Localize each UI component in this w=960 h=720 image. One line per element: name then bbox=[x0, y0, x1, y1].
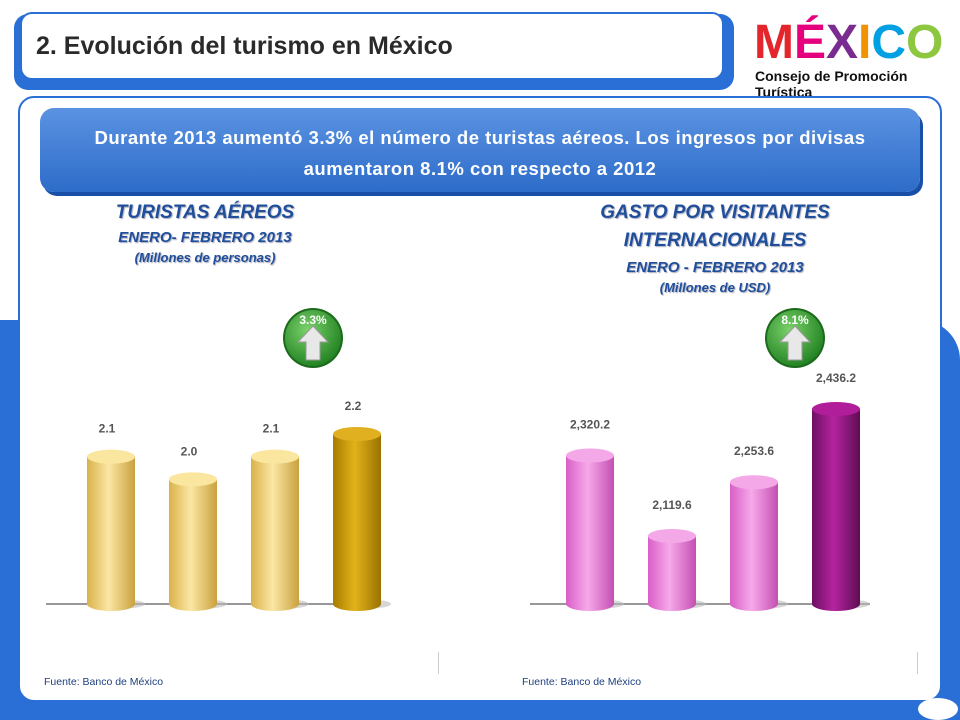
category-label: 2011 bbox=[656, 630, 682, 644]
bar-cap bbox=[730, 475, 778, 490]
page-title: 2. Evolución del turismo en México bbox=[36, 32, 453, 60]
left-growth-badge: 3.3% bbox=[283, 308, 343, 368]
left-chart-title: TURISTAS AÉREOS bbox=[115, 202, 295, 223]
data-label: 2.0 bbox=[181, 444, 198, 458]
category-label: 2011 bbox=[177, 630, 203, 644]
bar-2010 bbox=[87, 449, 145, 611]
left-chart-units: (Millones de personas) bbox=[134, 250, 276, 265]
bar-2012 bbox=[730, 475, 788, 611]
badge-text: 3.3% bbox=[299, 313, 327, 327]
category-label: 2010 bbox=[95, 630, 122, 644]
data-label: 2,320.2 bbox=[570, 418, 610, 432]
title-box: 2. Evolución del turismo en México bbox=[20, 12, 724, 80]
right-growth-badge: 8.1% bbox=[765, 308, 825, 368]
bar-body bbox=[566, 455, 614, 611]
category-label: 2012 bbox=[738, 630, 765, 644]
data-label: 2.2 bbox=[345, 399, 362, 413]
bar-cap bbox=[812, 402, 860, 416]
bar-2011 bbox=[648, 528, 706, 611]
mexico-logo: MÉXICO bbox=[754, 15, 943, 69]
left-bar-chart: 2.1 2010 2.0 2011 2.1 2012 2.2 2013 bbox=[46, 399, 391, 644]
category-label: 2013 bbox=[341, 630, 368, 644]
bar-cap bbox=[333, 427, 381, 441]
data-label: 2,119.6 bbox=[652, 498, 692, 512]
right-bar-chart: 2,320.2 2010 2,119.6 2011 2,253.6 2012 2,436.2… bbox=[530, 371, 870, 644]
up-arrow-icon bbox=[296, 325, 330, 361]
right-chart-subtitle: ENERO - FEBRERO 2013 bbox=[626, 259, 804, 276]
left-source: Fuente: Banco de México bbox=[44, 676, 164, 688]
bar-cap bbox=[251, 449, 299, 464]
data-label: 2.1 bbox=[99, 422, 116, 436]
category-label: 2012 bbox=[259, 630, 286, 644]
bar-cap bbox=[87, 449, 135, 464]
badge-text: 8.1% bbox=[781, 313, 809, 327]
bar-body bbox=[812, 409, 860, 611]
category-label: 2010 bbox=[574, 630, 601, 644]
bar-body bbox=[333, 434, 381, 611]
logo-text: MÉXICO bbox=[754, 15, 943, 69]
right-chart-title-line1: GASTO POR VISITANTES bbox=[600, 202, 830, 223]
bar-body bbox=[730, 482, 778, 611]
data-label: 2,436.2 bbox=[816, 371, 856, 385]
divider-left bbox=[438, 652, 439, 674]
up-arrow-icon bbox=[778, 325, 812, 361]
bar-2011 bbox=[169, 472, 227, 611]
divider-right bbox=[917, 652, 918, 674]
right-source: Fuente: Banco de México bbox=[522, 676, 642, 688]
left-chart-subtitle: ENERO- FEBRERO 2013 bbox=[118, 229, 292, 246]
bar-body bbox=[169, 479, 217, 611]
bar-2010 bbox=[566, 448, 624, 611]
bar-2013 bbox=[812, 402, 870, 611]
category-label: 2013 bbox=[820, 630, 847, 644]
corner-oval bbox=[918, 698, 958, 720]
bar-cap bbox=[169, 472, 217, 487]
data-label: 2,253.6 bbox=[734, 444, 774, 458]
bar-body bbox=[251, 456, 299, 611]
right-chart-units: (Millones de USD) bbox=[659, 280, 771, 295]
summary-banner: Durante 2013 aumentó 3.3% el número de t… bbox=[40, 108, 920, 192]
right-chart-title-line2: INTERNACIONALES bbox=[623, 230, 807, 251]
banner-text: Durante 2013 aumentó 3.3% el número de t… bbox=[94, 127, 866, 179]
bar-cap bbox=[566, 448, 614, 463]
bar-2013 bbox=[333, 427, 391, 611]
bar-body bbox=[87, 456, 135, 611]
bar-2012 bbox=[251, 449, 309, 611]
data-label: 2.1 bbox=[263, 422, 280, 436]
bar-cap bbox=[648, 528, 696, 543]
bar-body bbox=[648, 535, 696, 611]
